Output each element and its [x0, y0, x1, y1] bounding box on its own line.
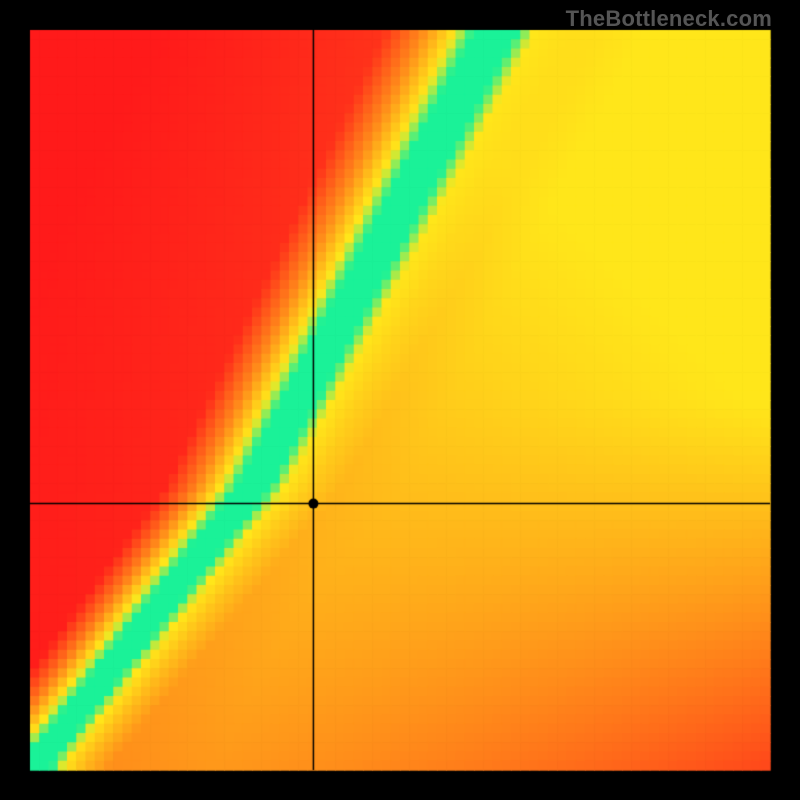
- heatmap-canvas: [0, 0, 800, 800]
- watermark-text: TheBottleneck.com: [566, 6, 772, 32]
- chart-container: { "watermark": "TheBottleneck.com", "cha…: [0, 0, 800, 800]
